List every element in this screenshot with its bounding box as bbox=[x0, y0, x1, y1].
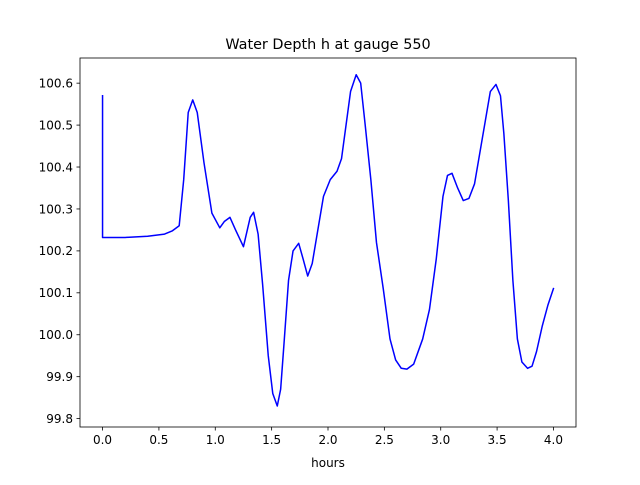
y-tick-label: 99.9 bbox=[46, 370, 73, 384]
x-tick-label: 4.0 bbox=[544, 433, 563, 447]
chart-title: Water Depth h at gauge 550 bbox=[225, 37, 430, 53]
y-tick-label: 100.5 bbox=[39, 118, 73, 132]
y-tick-label: 99.8 bbox=[46, 412, 73, 426]
y-tick-label: 100.3 bbox=[39, 202, 73, 216]
plot-area: 0.0 0.5 1.0 1.5 2.0 2.5 3.0 3.5 4.0 99.8 99.9 100.0… bbox=[39, 57, 577, 447]
y-tick-label: 100.1 bbox=[39, 286, 73, 300]
x-tick-label: 2.0 bbox=[318, 433, 337, 447]
x-tick-label: 3.0 bbox=[431, 433, 450, 447]
x-tick-label: 1.0 bbox=[206, 433, 225, 447]
x-axis-label: hours bbox=[311, 456, 345, 470]
series-line-0 bbox=[101, 74, 555, 407]
x-tick-label: 3.5 bbox=[488, 433, 507, 447]
y-tick-label: 100.6 bbox=[39, 76, 73, 90]
y-tick-label: 100.0 bbox=[39, 328, 73, 342]
x-tick-label: 0.5 bbox=[149, 433, 168, 447]
y-tick-label: 100.4 bbox=[39, 160, 73, 174]
y-tick-label: 100.2 bbox=[39, 244, 73, 258]
x-tick-label: 2.5 bbox=[375, 433, 394, 447]
x-tick-label: 1.5 bbox=[262, 433, 281, 447]
x-tick-label: 0.0 bbox=[93, 433, 112, 447]
